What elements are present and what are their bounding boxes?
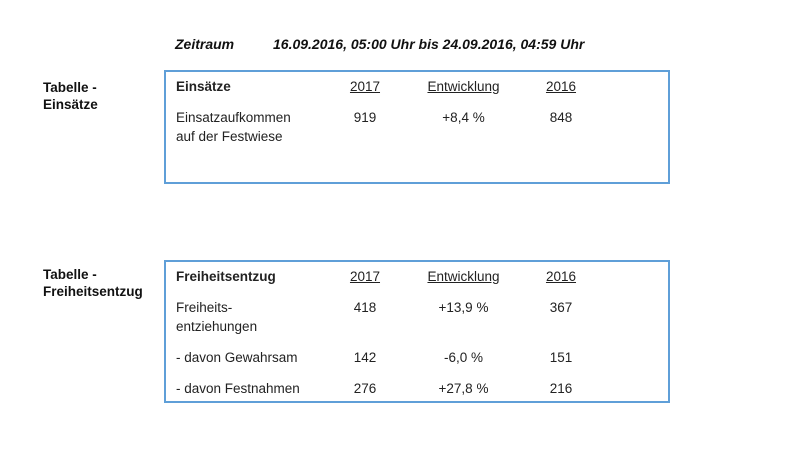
row-label: - davon Festnahmen bbox=[176, 381, 300, 396]
value-2016: 848 bbox=[549, 110, 573, 125]
column-header-einsaetze: Einsätze bbox=[176, 79, 231, 94]
value-entwicklung: -6,0 % bbox=[443, 350, 484, 365]
column-header-entwicklung: Entwicklung bbox=[427, 269, 500, 284]
row-label: - davon Gewahrsam bbox=[176, 350, 298, 365]
value-entwicklung: +8,4 % bbox=[442, 110, 485, 125]
table-freiheitsentzug: Freiheitsentzug 2017 Entwicklung 2016 Fr… bbox=[164, 260, 670, 403]
table-row: - davon Gewahrsam 142 -6,0 % 151 bbox=[176, 348, 668, 367]
column-header-2017: 2017 bbox=[349, 269, 381, 284]
section-label-freiheitsentzug: Tabelle - Freiheitsentzug bbox=[43, 267, 143, 299]
table-freiheitsentzug-header-row: Freiheitsentzug 2017 Entwicklung 2016 bbox=[176, 267, 668, 286]
value-2016: 151 bbox=[549, 350, 573, 365]
column-header-entwicklung: Entwicklung bbox=[427, 79, 500, 94]
table-row: Freiheits- entziehungen 418 +13,9 % 367 bbox=[176, 298, 668, 336]
value-2016: 367 bbox=[549, 300, 573, 315]
value-2017: 418 bbox=[353, 300, 377, 315]
period-value: 16.09.2016, 05:00 Uhr bis 24.09.2016, 04… bbox=[273, 36, 585, 52]
row-label: Freiheits- entziehungen bbox=[176, 300, 258, 334]
table-einsaetze-header-row: Einsätze 2017 Entwicklung 2016 bbox=[176, 77, 668, 96]
value-2016: 216 bbox=[549, 381, 573, 396]
value-2017: 276 bbox=[353, 381, 377, 396]
period-label: Zeitraum bbox=[175, 36, 235, 52]
value-2017: 142 bbox=[353, 350, 377, 365]
table-row: - davon Festnahmen 276 +27,8 % 216 bbox=[176, 379, 668, 398]
row-label: Einsatzaufkommen auf der Festwiese bbox=[176, 110, 291, 144]
value-entwicklung: +27,8 % bbox=[438, 381, 489, 396]
column-header-2016: 2016 bbox=[545, 269, 577, 284]
period-line: Zeitraum 16.09.2016, 05:00 Uhr bis 24.09.… bbox=[175, 36, 584, 52]
column-header-2017: 2017 bbox=[349, 79, 381, 94]
value-entwicklung: +13,9 % bbox=[438, 300, 489, 315]
table-einsaetze: Einsätze 2017 Entwicklung 2016 Einsatzau… bbox=[164, 70, 670, 184]
section-label-einsaetze: Tabelle - Einsätze bbox=[43, 80, 98, 112]
column-header-freiheitsentzug: Freiheitsentzug bbox=[176, 269, 276, 284]
value-2017: 919 bbox=[353, 110, 377, 125]
table-row: Einsatzaufkommen auf der Festwiese 919 +… bbox=[176, 108, 668, 146]
column-header-2016: 2016 bbox=[545, 79, 577, 94]
